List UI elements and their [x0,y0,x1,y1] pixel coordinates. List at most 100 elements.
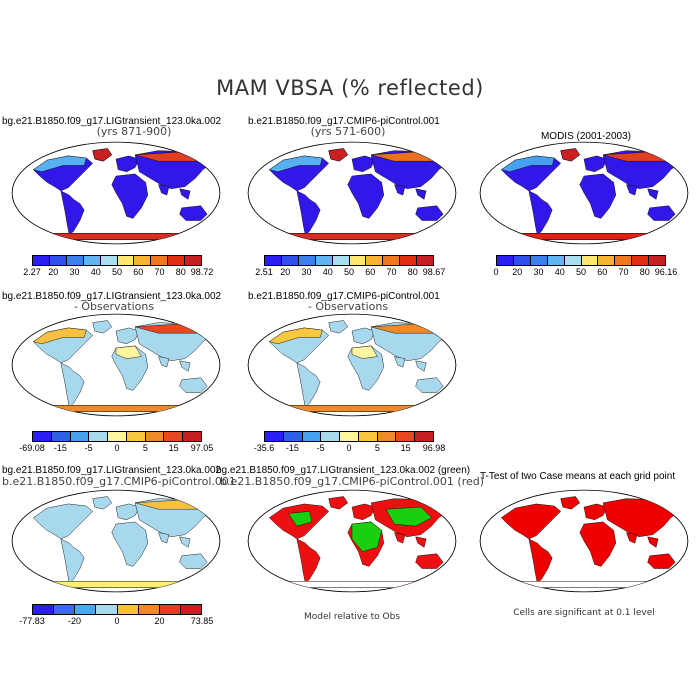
colorbar-tick-label: 70 [386,267,397,277]
colorbar-swatch [615,256,633,265]
colorbar-swatch [366,256,384,265]
colorbar-modis-ticks: 0 20 30 40 50 60 70 80 96.16 [493,267,677,279]
colorbar-swatch [400,256,418,265]
colorbar-tick-label: 70 [618,267,629,277]
panel-3-title: MODIS (2001-2003) [540,131,632,142]
colorbar-swatch [265,256,282,265]
colorbar-swatch [302,432,322,441]
colorbar-swatch [581,256,599,265]
colorbar-swatch [530,256,548,265]
colorbar-swatch [377,432,397,441]
colorbar-swatch [564,256,582,265]
note-significance: Cells are significant at 0.1 level [513,608,655,618]
colorbar-pi-diff [264,431,434,442]
panel-8-title: T-Test of two Case means at each grid po… [480,471,676,482]
colorbar-swatch [51,432,71,441]
colorbar-lig-minus-pi-ticks: -77.83 -20 0 20 73.85 [19,616,213,628]
colorbar-tick-label: 15 [400,443,411,453]
colorbar-swatch [180,605,201,614]
panel-1-subtitle: (yrs 871-900) [96,125,172,138]
colorbar-swatch [96,605,118,614]
colorbar-tick-label: 40 [322,267,333,277]
colorbar-tick-label: -5 [316,443,325,453]
colorbar-swatch [383,256,401,265]
panel-4-subtitle: - Observations [73,300,155,313]
colorbar-swatch [117,256,135,265]
colorbar-tick-label: 60 [597,267,608,277]
colorbar-swatch [159,605,181,614]
colorbar-tick-label: 30 [69,267,80,277]
colorbar-swatch [33,432,52,441]
colorbar-swatch [70,432,90,441]
map-pi-minus-obs [247,313,457,417]
colorbar-tick-label: -69.08 [19,443,45,453]
colorbar-tick-label: -15 [285,443,299,453]
note-model-relative: Model relative to Obs [303,612,401,622]
colorbar-tick-label: -77.83 [19,616,45,626]
colorbar-pi-diff-ticks: -35.6 -15 -5 0 5 15 96.98 [254,443,446,455]
panel-7-subtitle: b.e21.B1850.f09_g17.CMIP6-piControl.001 … [220,475,485,488]
colorbar-swatch [183,432,202,441]
colorbar-swatch [168,256,186,265]
map-lig-vbsa [11,141,221,245]
colorbar-tick-label: 30 [533,267,544,277]
colorbar-swatch [396,432,416,441]
page-title: MAM VBSA (% reflected) [216,76,484,100]
colorbar-tick-label: 2.27 [23,267,41,277]
panel-7-title: bg.e21.B1850.f09_g17.LIGtransient_123.0k… [216,465,471,476]
panel-5-subtitle: - Observations [307,300,389,313]
colorbar-tick-label: 20 [280,267,291,277]
colorbar-tick-label: 80 [639,267,650,277]
colorbar-swatch [417,256,434,265]
colorbar-tick-label: 0 [346,443,352,453]
colorbar-tick-label: 96.98 [422,443,446,453]
colorbar-tick-label: -35.6 [253,443,275,453]
colorbar-tick-label: 60 [365,267,376,277]
colorbar-swatch [298,256,316,265]
colorbar-tick-label: 98.67 [422,267,446,277]
map-modis-vbsa [479,141,689,245]
panel-2-title: b.e21.B1850.f09_g17.CMIP6-piControl.001 [248,116,440,127]
colorbar-lig-diff [32,431,202,442]
colorbar-tick-label: 0 [114,616,120,626]
colorbar-tick-label: 30 [301,267,312,277]
colorbar-tick-label: 50 [111,267,123,277]
colorbar-tick-label: 0 [493,267,499,277]
colorbar-swatch [415,432,434,441]
colorbar-swatch [513,256,531,265]
colorbar-swatch [83,256,101,265]
colorbar-swatch [54,605,76,614]
colorbar-swatch [138,605,160,614]
panel-6-subtitle: b.e21.B1850.f09_g17.CMIP6-piControl.001 [2,475,236,488]
colorbar-swatch [349,256,367,265]
colorbar-swatch [649,256,666,265]
colorbar-tick-label: 40 [554,267,565,277]
colorbar-tick-label: 15 [168,443,179,453]
colorbar-swatch [151,256,169,265]
colorbar-swatch [497,256,514,265]
colorbar-tick-label: 2.51 [255,267,273,277]
colorbar-swatch [33,605,55,614]
colorbar-tick-label: 98.72 [190,267,214,277]
colorbar-swatch [66,256,84,265]
colorbar-tick-label: 20 [512,267,523,277]
colorbar-swatch [321,432,341,441]
colorbar-swatch [75,605,97,614]
colorbar-modis [496,255,666,266]
colorbar-swatch [49,256,67,265]
colorbar-tick-label: 5 [374,443,380,453]
colorbar-swatch [340,432,359,441]
colorbar-tick-label: 0 [114,443,120,453]
colorbar-swatch [632,256,650,265]
colorbar-tick-label: 20 [154,616,165,626]
colorbar-tick-label: 96.16 [654,267,678,277]
colorbar-swatch [100,256,118,265]
map-lig-minus-obs [11,313,221,417]
colorbar-swatch [332,256,350,265]
colorbar-tick-label: 60 [133,267,144,277]
colorbar-tick-label: 97.05 [190,443,214,453]
panel-2-subtitle: (yrs 571-600) [310,125,386,138]
map-ttest-significance [479,489,689,593]
panel-5-title: b.e21.B1850.f09_g17.CMIP6-piControl.001 [248,291,440,302]
colorbar-swatch [126,432,146,441]
